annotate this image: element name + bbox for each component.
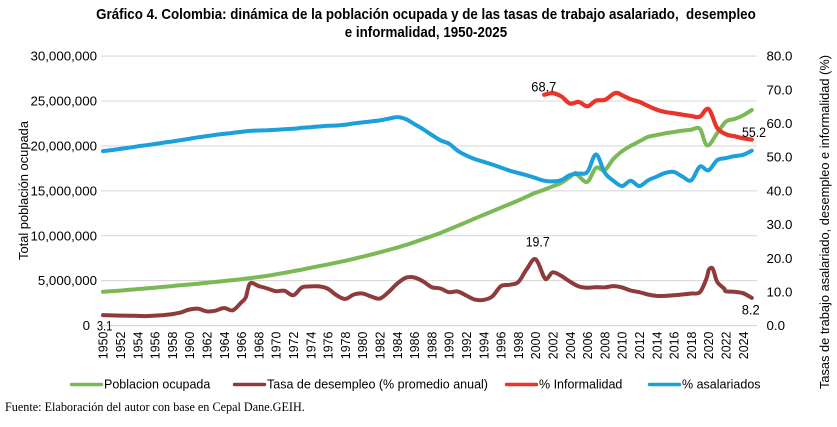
svg-text:2016: 2016 bbox=[667, 332, 682, 360]
svg-text:60.0: 60.0 bbox=[767, 116, 793, 131]
svg-text:% Informalidad: % Informalidad bbox=[539, 378, 622, 392]
svg-text:1968: 1968 bbox=[251, 332, 266, 360]
svg-text:2020: 2020 bbox=[701, 332, 716, 360]
svg-text:40.0: 40.0 bbox=[767, 183, 793, 198]
svg-text:2000: 2000 bbox=[528, 332, 543, 360]
svg-text:1986: 1986 bbox=[407, 332, 422, 360]
svg-text:1952: 1952 bbox=[113, 332, 128, 360]
svg-text:0.0: 0.0 bbox=[767, 318, 786, 333]
svg-text:1974: 1974 bbox=[303, 332, 318, 360]
svg-text:1950: 1950 bbox=[96, 332, 111, 360]
svg-text:2002: 2002 bbox=[546, 332, 561, 360]
svg-text:1992: 1992 bbox=[459, 332, 474, 360]
svg-text:1976: 1976 bbox=[321, 332, 336, 360]
svg-text:5,000,000: 5,000,000 bbox=[38, 273, 97, 288]
svg-text:30,000,000: 30,000,000 bbox=[30, 49, 97, 64]
svg-text:80.0: 80.0 bbox=[767, 49, 793, 64]
svg-text:1972: 1972 bbox=[286, 332, 301, 360]
svg-text:25,000,000: 25,000,000 bbox=[30, 94, 97, 109]
svg-text:1978: 1978 bbox=[338, 332, 353, 360]
svg-text:1970: 1970 bbox=[269, 332, 284, 360]
svg-text:20,000,000: 20,000,000 bbox=[30, 139, 97, 154]
svg-text:Tasa de desempleo (% promedio: Tasa de desempleo (% promedio anual) bbox=[267, 378, 488, 392]
svg-text:1958: 1958 bbox=[165, 332, 180, 360]
svg-text:1966: 1966 bbox=[234, 332, 249, 360]
svg-text:% asalariados: % asalariados bbox=[682, 378, 761, 392]
svg-text:1998: 1998 bbox=[511, 332, 526, 360]
svg-text:1988: 1988 bbox=[424, 332, 439, 360]
svg-text:Tasas de trabajo asalariado, d: Tasas de trabajo asalariado, desempleo e… bbox=[817, 55, 832, 389]
svg-text:2024: 2024 bbox=[736, 332, 751, 360]
svg-text:30.0: 30.0 bbox=[767, 217, 793, 232]
svg-text:1954: 1954 bbox=[130, 332, 145, 360]
svg-text:19.7: 19.7 bbox=[526, 234, 550, 250]
svg-text:70.0: 70.0 bbox=[767, 82, 793, 97]
svg-text:8.2: 8.2 bbox=[742, 302, 760, 318]
svg-text:1960: 1960 bbox=[182, 332, 197, 360]
svg-text:0: 0 bbox=[83, 318, 90, 333]
svg-text:10.0: 10.0 bbox=[767, 284, 793, 299]
svg-text:55.2: 55.2 bbox=[742, 124, 766, 140]
svg-text:50.0: 50.0 bbox=[767, 150, 793, 165]
svg-text:2018: 2018 bbox=[684, 332, 699, 360]
svg-text:1962: 1962 bbox=[200, 332, 215, 360]
svg-text:68.7: 68.7 bbox=[531, 78, 556, 94]
svg-text:15,000,000: 15,000,000 bbox=[30, 183, 97, 198]
svg-text:2008: 2008 bbox=[597, 332, 612, 360]
svg-text:20.0: 20.0 bbox=[767, 251, 793, 266]
svg-text:2004: 2004 bbox=[563, 332, 578, 360]
svg-text:1996: 1996 bbox=[494, 332, 509, 360]
svg-text:Poblacion ocupada: Poblacion ocupada bbox=[104, 378, 210, 392]
svg-text:2022: 2022 bbox=[719, 332, 734, 360]
svg-text:2006: 2006 bbox=[580, 332, 595, 360]
svg-text:10,000,000: 10,000,000 bbox=[30, 228, 97, 243]
svg-text:2010: 2010 bbox=[615, 332, 630, 360]
svg-text:Total población ocupada: Total población ocupada bbox=[16, 120, 31, 260]
svg-text:2014: 2014 bbox=[649, 332, 664, 360]
svg-text:2012: 2012 bbox=[632, 332, 647, 360]
svg-text:3.1: 3.1 bbox=[97, 317, 113, 333]
svg-text:1956: 1956 bbox=[148, 332, 163, 360]
svg-text:1984: 1984 bbox=[390, 332, 405, 360]
svg-text:1964: 1964 bbox=[217, 332, 232, 360]
svg-text:1990: 1990 bbox=[442, 332, 457, 360]
svg-text:1980: 1980 bbox=[355, 332, 370, 360]
svg-text:1994: 1994 bbox=[476, 332, 491, 360]
svg-text:1982: 1982 bbox=[373, 332, 388, 360]
